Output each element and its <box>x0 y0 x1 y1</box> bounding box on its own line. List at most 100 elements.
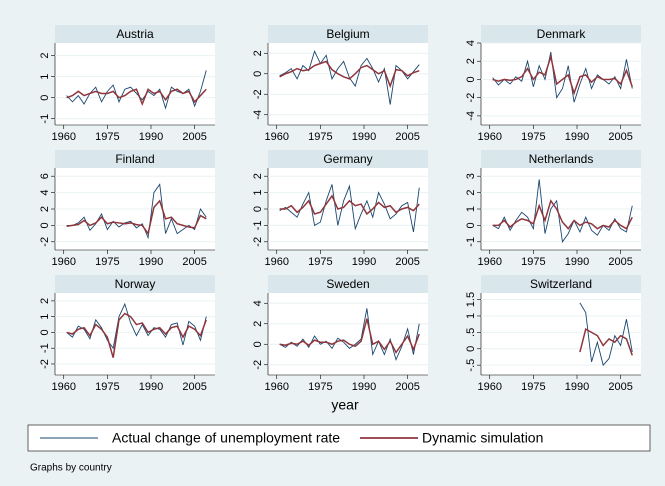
series-line <box>579 327 633 356</box>
x-tick-label: 2005 <box>182 256 206 268</box>
series-line <box>279 184 420 233</box>
x-tick-label: 2005 <box>608 131 632 143</box>
series-line <box>579 302 633 367</box>
y-tick-label: 1 <box>465 206 477 212</box>
x-tick-label: 2005 <box>608 381 632 393</box>
x-tick-label: 1975 <box>521 381 545 393</box>
y-tick-label: -2 <box>465 93 477 103</box>
x-tick-label: 1960 <box>51 131 75 143</box>
y-tick-label: -2 <box>252 237 264 247</box>
y-tick-label: 1 <box>39 314 51 320</box>
note: Graphs by country <box>30 463 112 474</box>
x-tick-label: 1960 <box>477 256 501 268</box>
y-tick-label: 1 <box>252 190 264 196</box>
legend-label: Dynamic simulation <box>422 430 543 446</box>
y-tick-label: -2 <box>252 89 264 99</box>
legend-label: Actual change of unemployment rate <box>112 430 340 446</box>
y-tick-label: -2 <box>252 360 264 370</box>
x-tick-label: 2005 <box>182 381 206 393</box>
series-line <box>279 308 420 361</box>
panel-title: Denmark <box>537 27 587 41</box>
series-line <box>66 88 207 107</box>
x-tick-label: 2005 <box>182 131 206 143</box>
y-tick-label: -2 <box>39 237 51 247</box>
y-tick-label: 0 <box>39 329 51 335</box>
x-tick-label: 1960 <box>51 256 75 268</box>
panel-title-bar <box>481 25 641 43</box>
y-tick-label: 2 <box>252 173 264 179</box>
panel-title-bar <box>268 150 428 168</box>
plot-area <box>481 43 641 125</box>
y-tick-label: 2 <box>39 53 51 59</box>
x-tick-label: 2005 <box>608 256 632 268</box>
plot-area <box>55 293 215 375</box>
x-tick-label: 1975 <box>308 381 332 393</box>
y-tick-label: .5 <box>465 328 477 337</box>
x-tick-label: 2005 <box>395 131 419 143</box>
series-line <box>279 318 420 354</box>
x-axis-label: year <box>331 397 359 413</box>
y-tick-label: 4 <box>252 300 264 306</box>
series-line <box>279 49 420 105</box>
y-tick-label: -1 <box>252 221 264 231</box>
x-tick-label: 1990 <box>352 381 376 393</box>
y-tick-label: 6 <box>39 173 51 179</box>
x-tick-label: 1960 <box>51 381 75 393</box>
panel-title-bar <box>481 275 641 293</box>
y-tick-label: 0 <box>252 206 264 212</box>
series-line <box>492 199 633 230</box>
x-tick-label: 1975 <box>521 256 545 268</box>
x-tick-label: 1990 <box>565 256 589 268</box>
plot-area <box>55 43 215 125</box>
panel-title: Belgium <box>326 27 369 41</box>
y-tick-label: -.5 <box>465 359 477 372</box>
x-tick-label: 1990 <box>139 131 163 143</box>
y-tick-label: 4 <box>39 190 51 196</box>
x-tick-label: 1960 <box>477 381 501 393</box>
y-tick-label: 2 <box>465 190 477 196</box>
x-tick-label: 1960 <box>264 131 288 143</box>
series-line <box>66 199 207 236</box>
x-tick-label: 1960 <box>264 256 288 268</box>
panel-title: Switzerland <box>530 277 592 291</box>
plot-area <box>481 293 641 375</box>
panel-title-bar <box>55 275 215 293</box>
x-tick-label: 1990 <box>352 256 376 268</box>
x-tick-label: 1975 <box>95 131 119 143</box>
y-tick-label: 3 <box>465 173 477 179</box>
x-tick-label: 1975 <box>95 256 119 268</box>
y-tick-label: -1 <box>39 114 51 124</box>
panel-title-bar <box>268 275 428 293</box>
panel-title: Finland <box>115 152 154 166</box>
y-tick-label: 1.5 <box>465 292 477 307</box>
y-tick-label: 1 <box>465 313 477 319</box>
series-line <box>279 194 420 216</box>
series-line <box>492 179 633 243</box>
y-tick-label: -1 <box>39 343 51 353</box>
x-tick-label: 1975 <box>95 381 119 393</box>
series-line <box>492 53 633 96</box>
x-tick-label: 1990 <box>565 381 589 393</box>
y-tick-label: 0 <box>39 95 51 101</box>
legend-box <box>27 424 651 452</box>
x-tick-label: 1990 <box>139 381 163 393</box>
series-line <box>66 183 207 240</box>
x-tick-label: 1975 <box>308 256 332 268</box>
x-tick-label: 1960 <box>477 131 501 143</box>
y-tick-label: -4 <box>252 110 264 120</box>
panel-title: Sweden <box>326 277 369 291</box>
panel-title-bar <box>55 25 215 43</box>
series-line <box>492 52 633 103</box>
plot-area <box>268 43 428 125</box>
x-tick-label: 1990 <box>565 131 589 143</box>
x-tick-label: 1960 <box>264 381 288 393</box>
plot-area <box>268 293 428 375</box>
y-tick-label: 1 <box>39 74 51 80</box>
x-tick-label: 1990 <box>352 131 376 143</box>
panel-title-bar <box>55 150 215 168</box>
series-line <box>279 60 420 89</box>
panel-title: Netherlands <box>529 152 594 166</box>
y-tick-label: 2 <box>39 206 51 212</box>
panel-title-bar <box>481 150 641 168</box>
